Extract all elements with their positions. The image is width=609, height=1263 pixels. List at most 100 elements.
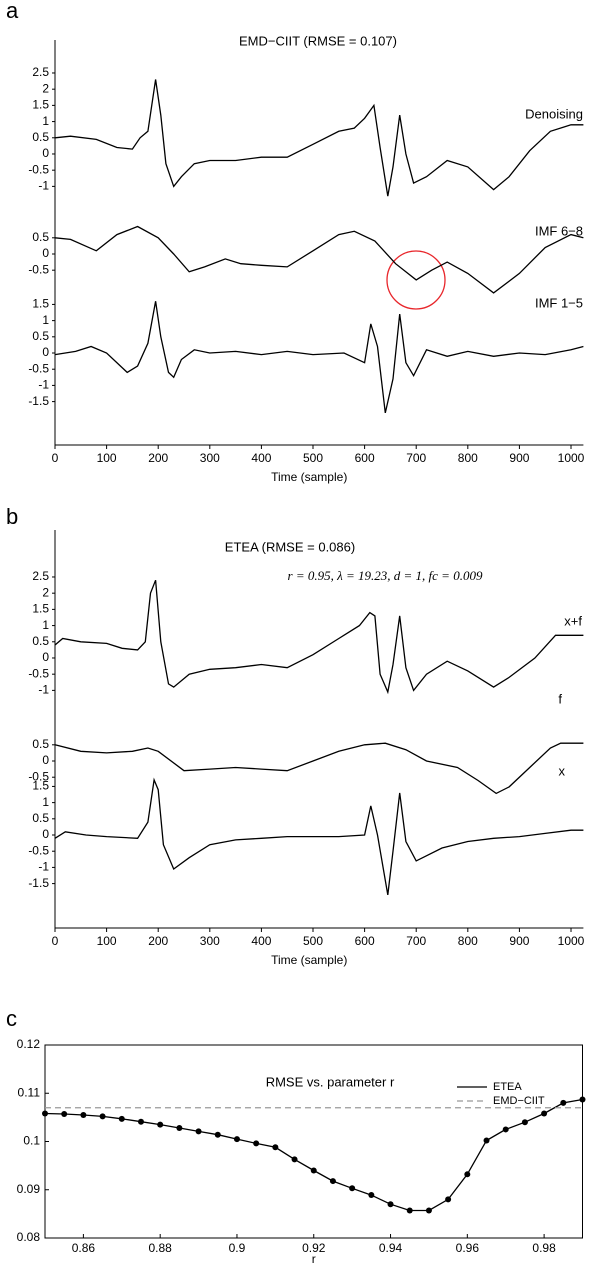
trace-label: x+f: [564, 613, 582, 628]
x-tick-label: 100: [97, 451, 117, 465]
x-tick-label: 200: [148, 934, 168, 948]
y-tick-label: 0.11: [18, 1085, 41, 1099]
x-tick-label: 400: [251, 451, 271, 465]
rmse-point: [157, 1121, 164, 1128]
x-tick-label: 300: [200, 934, 220, 948]
x-tick-label: 600: [355, 934, 375, 948]
y-tick-label: 1: [42, 313, 49, 327]
trace-label: IMF 1−5: [535, 295, 583, 310]
rmse-point: [349, 1185, 356, 1192]
x-tick-label: 0: [52, 934, 59, 948]
rmse-point: [291, 1156, 298, 1163]
y-tick-label: 0.12: [17, 1037, 41, 1051]
y-tick-label: 0: [42, 827, 49, 841]
rmse-point: [425, 1207, 432, 1214]
y-tick-label: 0: [42, 246, 49, 260]
rmse-point: [99, 1113, 106, 1120]
y-tick-label: -0.5: [28, 262, 49, 276]
y-tick-label: -1: [38, 378, 49, 392]
y-tick-label: -0.5: [28, 769, 49, 783]
y-tick-label: 0.5: [32, 634, 49, 648]
x-tick-label: 1000: [558, 451, 585, 465]
y-tick-label: 1.5: [32, 602, 49, 616]
rmse-point: [387, 1201, 394, 1208]
rmse-point: [406, 1207, 413, 1214]
rmse-point: [80, 1111, 87, 1118]
y-tick-label: -0.5: [28, 666, 49, 680]
rmse-point: [579, 1096, 586, 1103]
rmse-point: [521, 1119, 528, 1126]
y-tick-label: -0.5: [28, 843, 49, 857]
rmse-point: [483, 1137, 490, 1144]
x-tick-label: 700: [406, 451, 426, 465]
x-tick-label: 800: [458, 451, 478, 465]
x-tick-label: 0.92: [302, 1241, 326, 1255]
y-tick-label: 0.5: [32, 737, 49, 751]
panel-letter: b: [6, 504, 18, 529]
y-tick-label: -1.5: [28, 394, 49, 408]
signal-trace: [54, 742, 584, 795]
y-tick-label: 0: [42, 146, 49, 160]
panel-letter: c: [6, 1006, 17, 1031]
y-tick-label: 1.5: [32, 98, 49, 112]
y-tick-label: 2.5: [32, 65, 49, 79]
rmse-point: [445, 1196, 452, 1203]
x-tick-label: 500: [303, 934, 323, 948]
signal-trace: [54, 301, 584, 414]
y-tick-label: 1.5: [32, 297, 49, 311]
rmse-point: [310, 1167, 317, 1174]
rmse-point: [464, 1171, 471, 1178]
panel-letter: a: [6, 0, 19, 23]
y-tick-label: 1: [42, 618, 49, 632]
x-tick-label: 900: [509, 451, 529, 465]
x-tick-label: 200: [148, 451, 168, 465]
x-tick-label: 100: [97, 934, 117, 948]
y-tick-label: 0.1: [23, 1134, 40, 1148]
x-tick-label: 700: [406, 934, 426, 948]
x-tick-label: 300: [200, 451, 220, 465]
x-tick-label: 500: [303, 451, 323, 465]
y-tick-label: -0.5: [28, 162, 49, 176]
y-tick-label: 0: [42, 753, 49, 767]
signal-trace: [54, 225, 584, 294]
trace-label: x: [559, 763, 566, 778]
x-tick-label: 0.9: [229, 1241, 246, 1255]
y-tick-label: -1: [38, 683, 49, 697]
y-tick-label: 0.5: [32, 130, 49, 144]
trace-label: Denoising: [525, 106, 583, 121]
rmse-point: [253, 1140, 260, 1147]
chart-subtitle: r = 0.95, λ = 19.23, d = 1, fc = 0.009: [288, 568, 483, 583]
x-tick-label: 0.98: [532, 1241, 556, 1255]
x-tick-label: 0.94: [379, 1241, 403, 1255]
trace-label: IMF 6−8: [535, 223, 583, 238]
chart-title: EMD−CIIT (RMSE = 0.107): [239, 33, 397, 48]
y-tick-label: 0.09: [17, 1182, 41, 1196]
rmse-point: [329, 1178, 336, 1185]
rmse-point: [502, 1126, 509, 1133]
signal-trace: [54, 79, 584, 197]
rmse-point: [176, 1124, 183, 1131]
x-axis-label: Time (sample): [271, 953, 347, 967]
rmse-point: [560, 1099, 567, 1106]
x-tick-label: 800: [458, 934, 478, 948]
rmse-point: [233, 1136, 240, 1143]
y-tick-label: 1.5: [32, 779, 49, 793]
y-tick-label: 0: [42, 650, 49, 664]
x-axis-label: Time (sample): [271, 470, 347, 484]
y-tick-label: 2.5: [32, 569, 49, 583]
rmse-point: [137, 1118, 144, 1125]
x-tick-label: 900: [509, 934, 529, 948]
rmse-line: [44, 1098, 583, 1212]
chart-title: RMSE vs. parameter r: [266, 1074, 395, 1089]
y-tick-label: -1: [38, 860, 49, 874]
rmse-point: [42, 1110, 48, 1117]
y-tick-label: -1: [38, 179, 49, 193]
x-tick-label: 0.86: [72, 1241, 96, 1255]
legend-label: EMD−CIIT: [493, 1095, 545, 1107]
signal-trace: [54, 777, 584, 896]
trace-label: f: [558, 691, 562, 706]
rmse-point: [195, 1128, 202, 1135]
rmse-point: [61, 1110, 68, 1117]
rmse-point: [541, 1110, 548, 1117]
